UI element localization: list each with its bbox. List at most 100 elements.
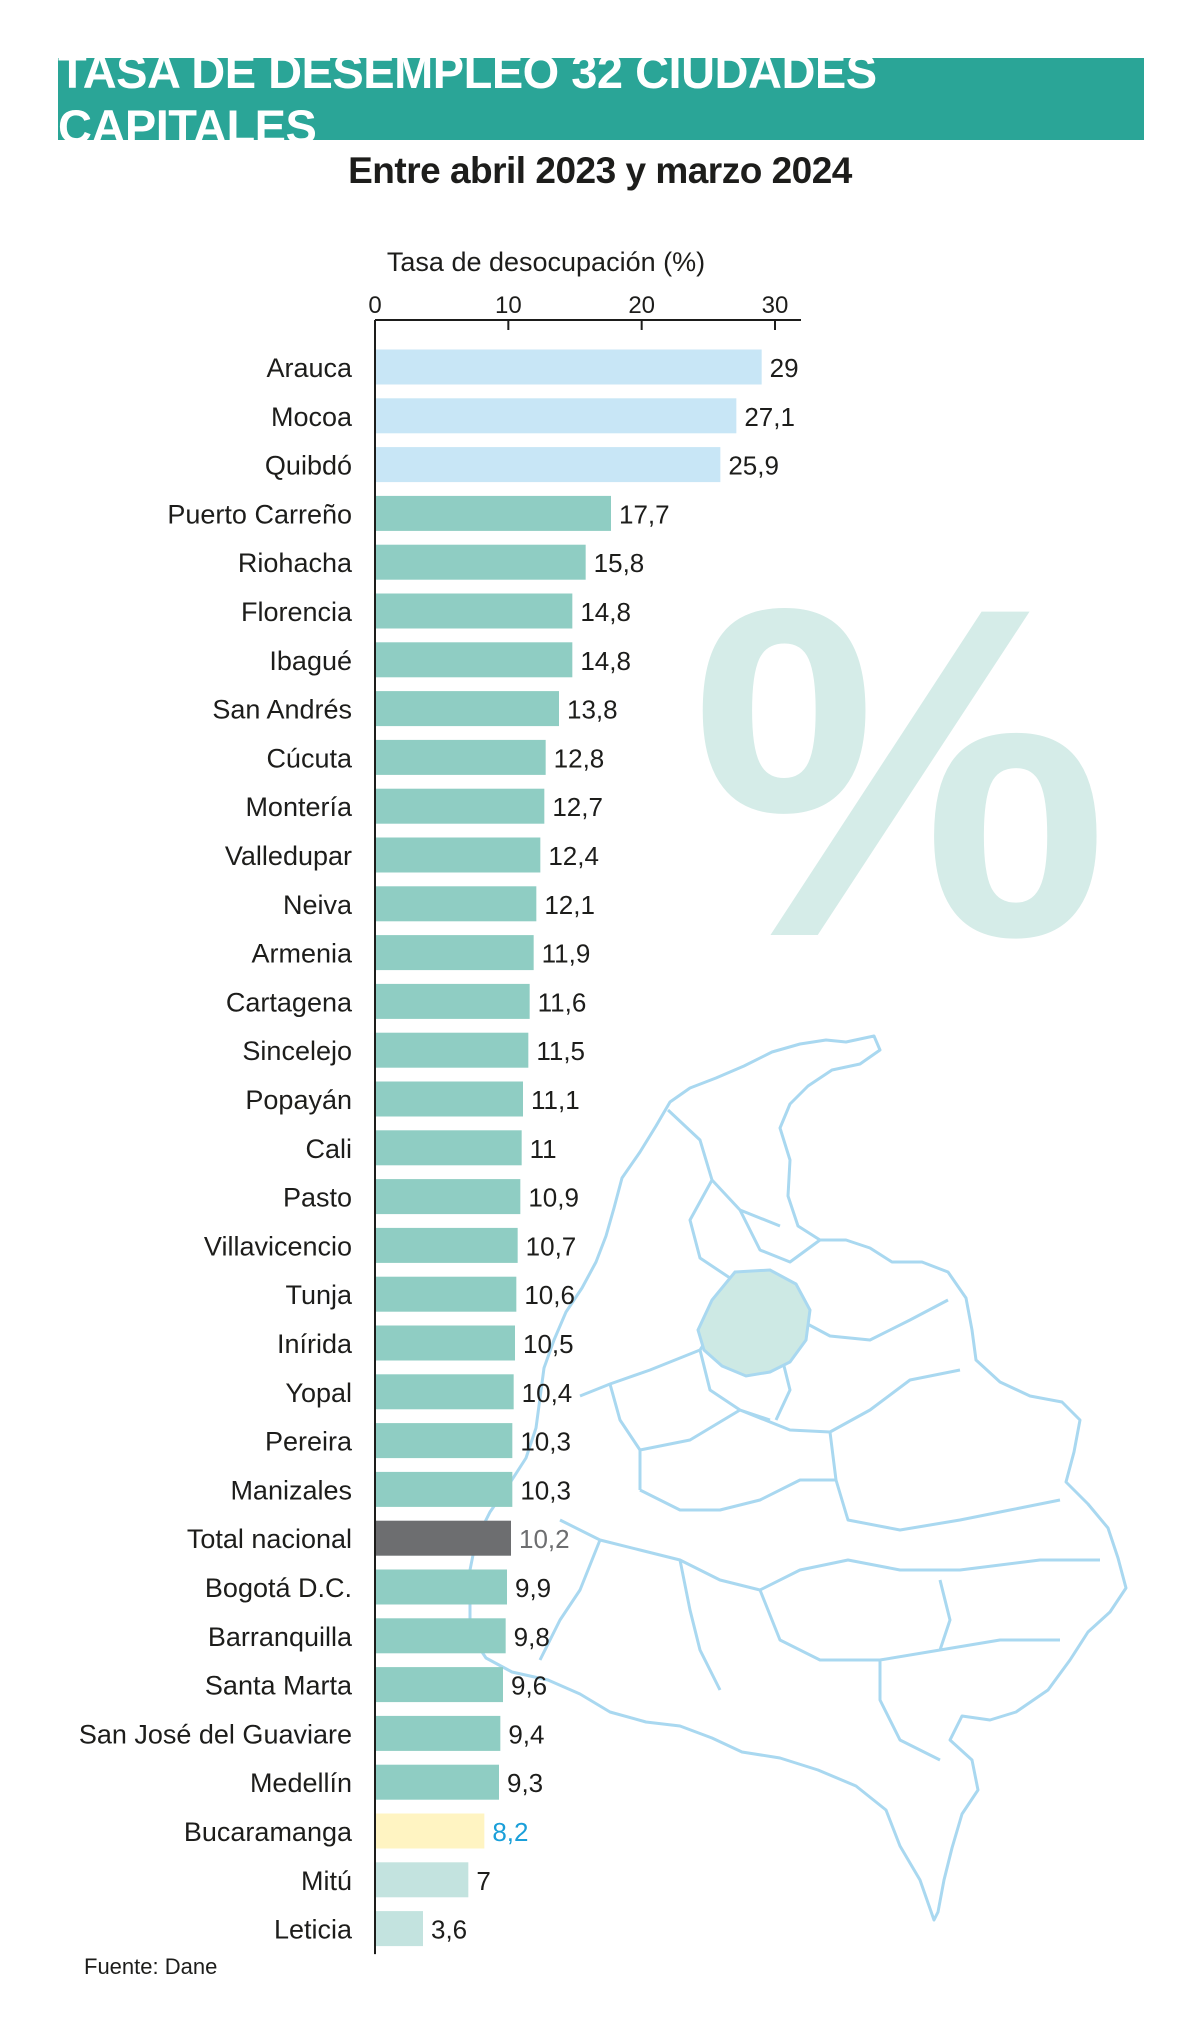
value-label: 27,1	[744, 402, 795, 432]
bars: Arauca 29 Mocoa 27,1 Quibdó 25,9 Puerto Carreñ…	[79, 349, 799, 1947]
x-axis-title: Tasa de desocupación (%)	[387, 247, 705, 277]
bar	[376, 1715, 501, 1751]
value-label: 10,9	[528, 1183, 579, 1213]
x-tick-label: 0	[368, 292, 381, 319]
bar	[376, 1862, 469, 1898]
bar	[376, 1618, 506, 1654]
category-label: Barranquilla	[208, 1622, 353, 1652]
bar	[376, 1179, 521, 1215]
category-label: Montería	[245, 792, 353, 822]
value-label: 13,8	[567, 695, 618, 725]
x-axis: 0 10 20 30	[368, 292, 801, 1955]
value-label: 15,8	[594, 548, 645, 578]
value-label: 14,8	[580, 597, 631, 627]
value-label: 12,7	[552, 792, 603, 822]
category-label: Yopal	[285, 1378, 352, 1408]
bar	[376, 1325, 515, 1361]
bar	[376, 691, 559, 727]
bar	[376, 1374, 514, 1410]
value-label: 10,2	[519, 1524, 570, 1554]
category-label: San José del Guaviare	[79, 1719, 352, 1749]
bar	[376, 1081, 523, 1117]
bar	[376, 1764, 499, 1800]
map-outline	[468, 1034, 1128, 1922]
bar	[376, 983, 530, 1019]
bar	[376, 886, 537, 922]
category-label: Neiva	[283, 890, 353, 920]
bar	[376, 739, 546, 775]
source-note: Fuente: Dane	[84, 1954, 218, 1979]
title-banner: TASA DE DESEMPLEO 32 CIUDADES CAPITALES	[58, 45, 1144, 153]
value-label: 10,6	[524, 1280, 575, 1310]
bar	[376, 1911, 423, 1947]
value-label: 3,6	[431, 1915, 467, 1945]
x-tick-label: 30	[762, 292, 789, 319]
bar	[376, 495, 611, 531]
category-label: Riohacha	[238, 548, 353, 578]
value-label: 29	[770, 353, 799, 383]
value-label: 11,9	[542, 939, 591, 969]
category-label: Medellín	[250, 1768, 352, 1798]
value-label: 11,1	[531, 1085, 580, 1115]
category-label: Cúcuta	[266, 743, 353, 773]
value-label: 12,1	[544, 890, 595, 920]
category-label: Cali	[305, 1134, 352, 1164]
category-label: Total nacional	[187, 1524, 352, 1554]
value-label: 10,3	[520, 1427, 571, 1457]
value-label: 10,4	[522, 1378, 573, 1408]
category-label: Ibagué	[269, 646, 352, 676]
value-label: 11,5	[536, 1036, 585, 1066]
value-label: 10,5	[523, 1329, 574, 1359]
value-label: 11	[530, 1134, 557, 1164]
category-label: Inírida	[277, 1329, 353, 1359]
bar	[376, 935, 534, 971]
bar	[376, 1032, 529, 1068]
map-region-lines	[538, 1108, 1100, 1762]
value-label: 9,6	[511, 1671, 547, 1701]
percent-decoration: %	[691, 510, 1109, 1035]
category-label: Mocoa	[271, 402, 353, 432]
bar	[376, 1471, 513, 1507]
category-label: Santa Marta	[205, 1671, 353, 1701]
bar	[376, 1569, 507, 1605]
category-label: Armenia	[251, 939, 353, 969]
bar	[376, 349, 762, 385]
value-label: 14,8	[580, 646, 631, 676]
value-label: 17,7	[619, 499, 670, 529]
bar	[376, 642, 573, 678]
category-label: Mitú	[301, 1866, 352, 1896]
value-label: 10,3	[520, 1475, 571, 1505]
bar	[376, 837, 541, 873]
category-label: Popayán	[245, 1085, 352, 1115]
santander-region-highlight	[696, 1268, 812, 1378]
bar	[376, 1667, 503, 1703]
category-label: Cartagena	[226, 987, 353, 1017]
category-label: Arauca	[266, 353, 353, 383]
colombia-map-illustration	[468, 1034, 1128, 1922]
category-label: Leticia	[274, 1915, 353, 1945]
bar	[376, 447, 721, 483]
chart-subtitle: Entre abril 2023 y marzo 2024	[348, 150, 852, 191]
category-label: Sincelejo	[242, 1036, 352, 1066]
value-label: 9,3	[507, 1768, 543, 1798]
value-label: 12,4	[548, 841, 599, 871]
bar	[376, 544, 586, 580]
category-label: San Andrés	[212, 695, 352, 725]
bar	[376, 1276, 517, 1312]
x-tick-label: 10	[495, 292, 522, 319]
category-label: Bucaramanga	[184, 1817, 353, 1847]
bar	[376, 1227, 518, 1263]
value-label: 25,9	[728, 451, 779, 481]
value-label: 10,7	[526, 1231, 577, 1261]
value-label: 8,2	[492, 1817, 528, 1847]
category-label: Bogotá D.C.	[205, 1573, 352, 1603]
value-label: 9,8	[514, 1622, 550, 1652]
category-label: Pereira	[265, 1427, 353, 1457]
category-label: Quibdó	[265, 451, 352, 481]
category-label: Villavicencio	[204, 1231, 352, 1261]
value-label: 12,8	[554, 743, 605, 773]
value-label: 11,6	[538, 987, 587, 1017]
category-label: Manizales	[230, 1475, 352, 1505]
